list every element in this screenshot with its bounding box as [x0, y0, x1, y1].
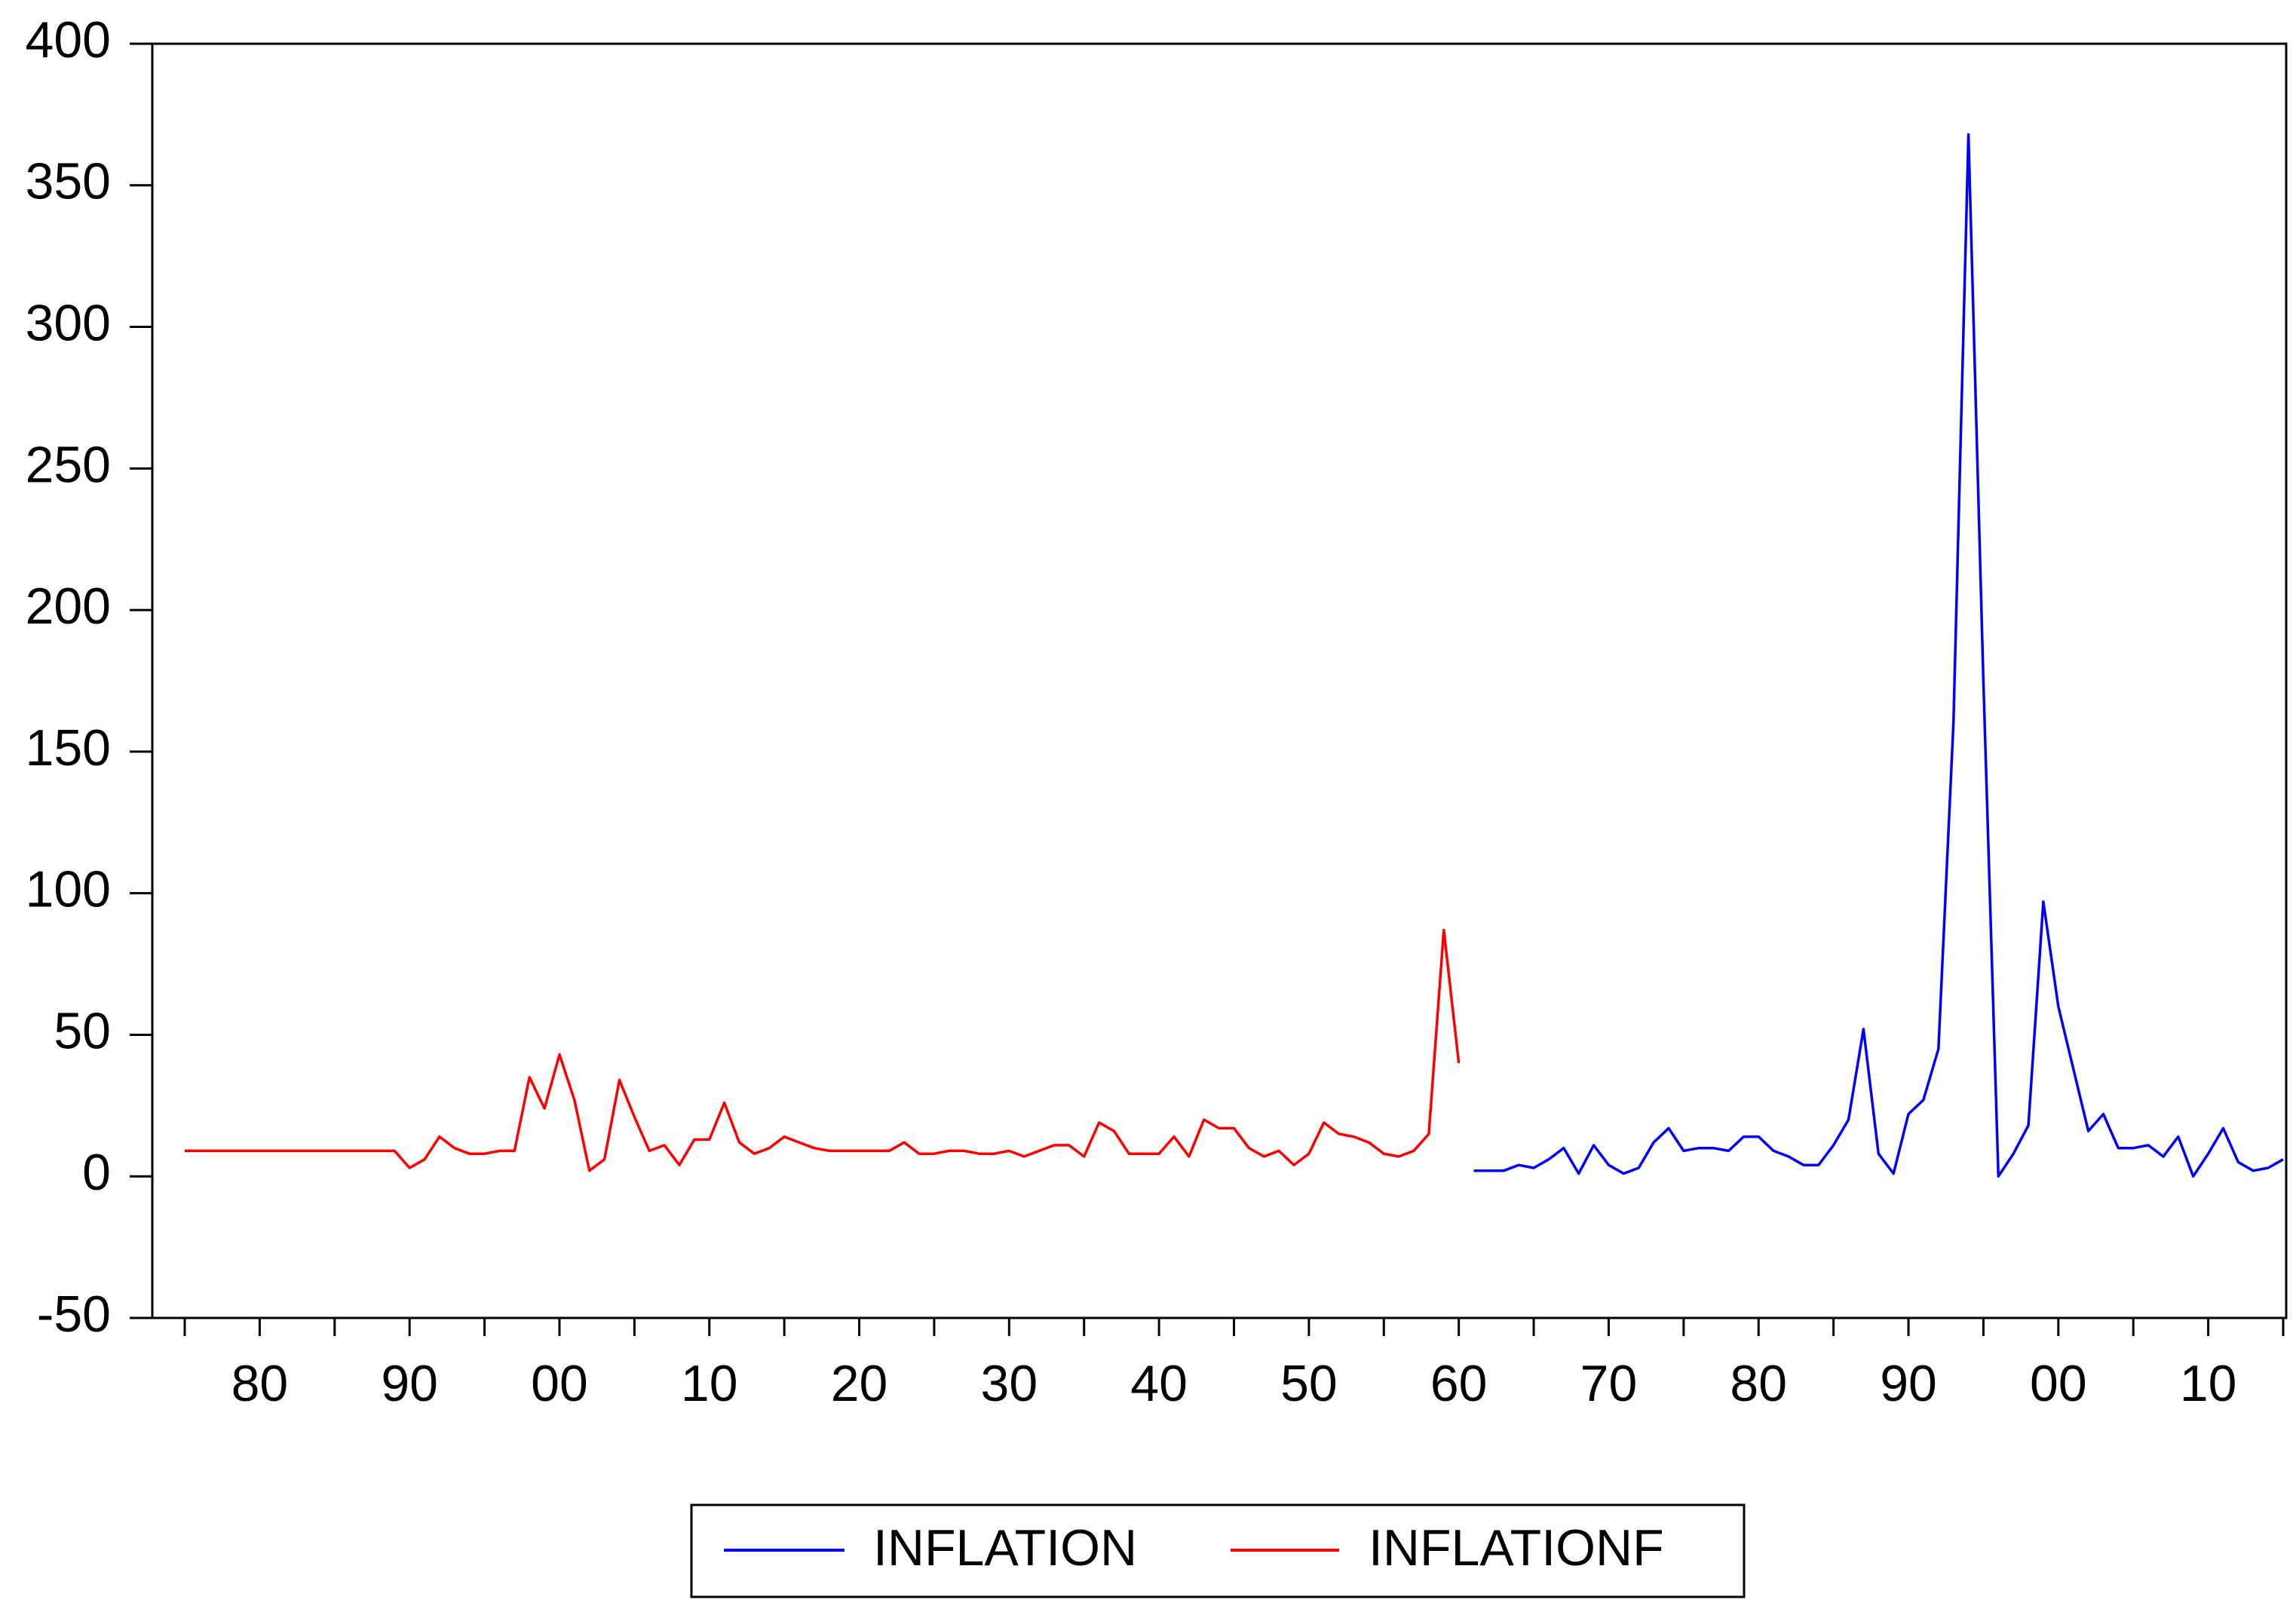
- x-tick-label: 30: [981, 1355, 1038, 1412]
- x-tick-label: 10: [681, 1355, 738, 1412]
- y-tick-label: 100: [26, 861, 111, 918]
- x-tick-label: 70: [1580, 1355, 1638, 1412]
- x-tick-label: 90: [381, 1355, 438, 1412]
- x-tick-label: 50: [1280, 1355, 1338, 1412]
- x-tick-label: 00: [531, 1355, 588, 1412]
- y-tick-label: 400: [26, 11, 111, 69]
- x-tick-label: 80: [231, 1355, 289, 1412]
- y-tick-label: 50: [54, 1002, 111, 1059]
- x-tick-label: 60: [1430, 1355, 1488, 1412]
- x-tick-label: 00: [2030, 1355, 2087, 1412]
- y-tick-label: 300: [26, 295, 111, 352]
- y-tick-label: 0: [82, 1144, 111, 1201]
- x-tick-label: 20: [831, 1355, 888, 1412]
- legend-box: [690, 1503, 1746, 1598]
- y-tick-label: -50: [37, 1286, 111, 1343]
- legend-label: INFLATIONF: [1369, 1519, 1664, 1577]
- y-tick-label: 150: [26, 719, 111, 777]
- x-tick-label: 80: [1730, 1355, 1787, 1412]
- y-tick-label: 350: [26, 153, 111, 210]
- plot-frame: [151, 42, 2288, 1319]
- legend-label: INFLATION: [873, 1519, 1137, 1577]
- series-line: [1473, 133, 2284, 1178]
- y-tick-label: 200: [26, 578, 111, 635]
- y-tick-label: 250: [26, 436, 111, 493]
- x-tick-label: 10: [2180, 1355, 2237, 1412]
- x-tick-label: 90: [1880, 1355, 1937, 1412]
- x-tick-label: 40: [1130, 1355, 1188, 1412]
- series-line: [185, 928, 1461, 1172]
